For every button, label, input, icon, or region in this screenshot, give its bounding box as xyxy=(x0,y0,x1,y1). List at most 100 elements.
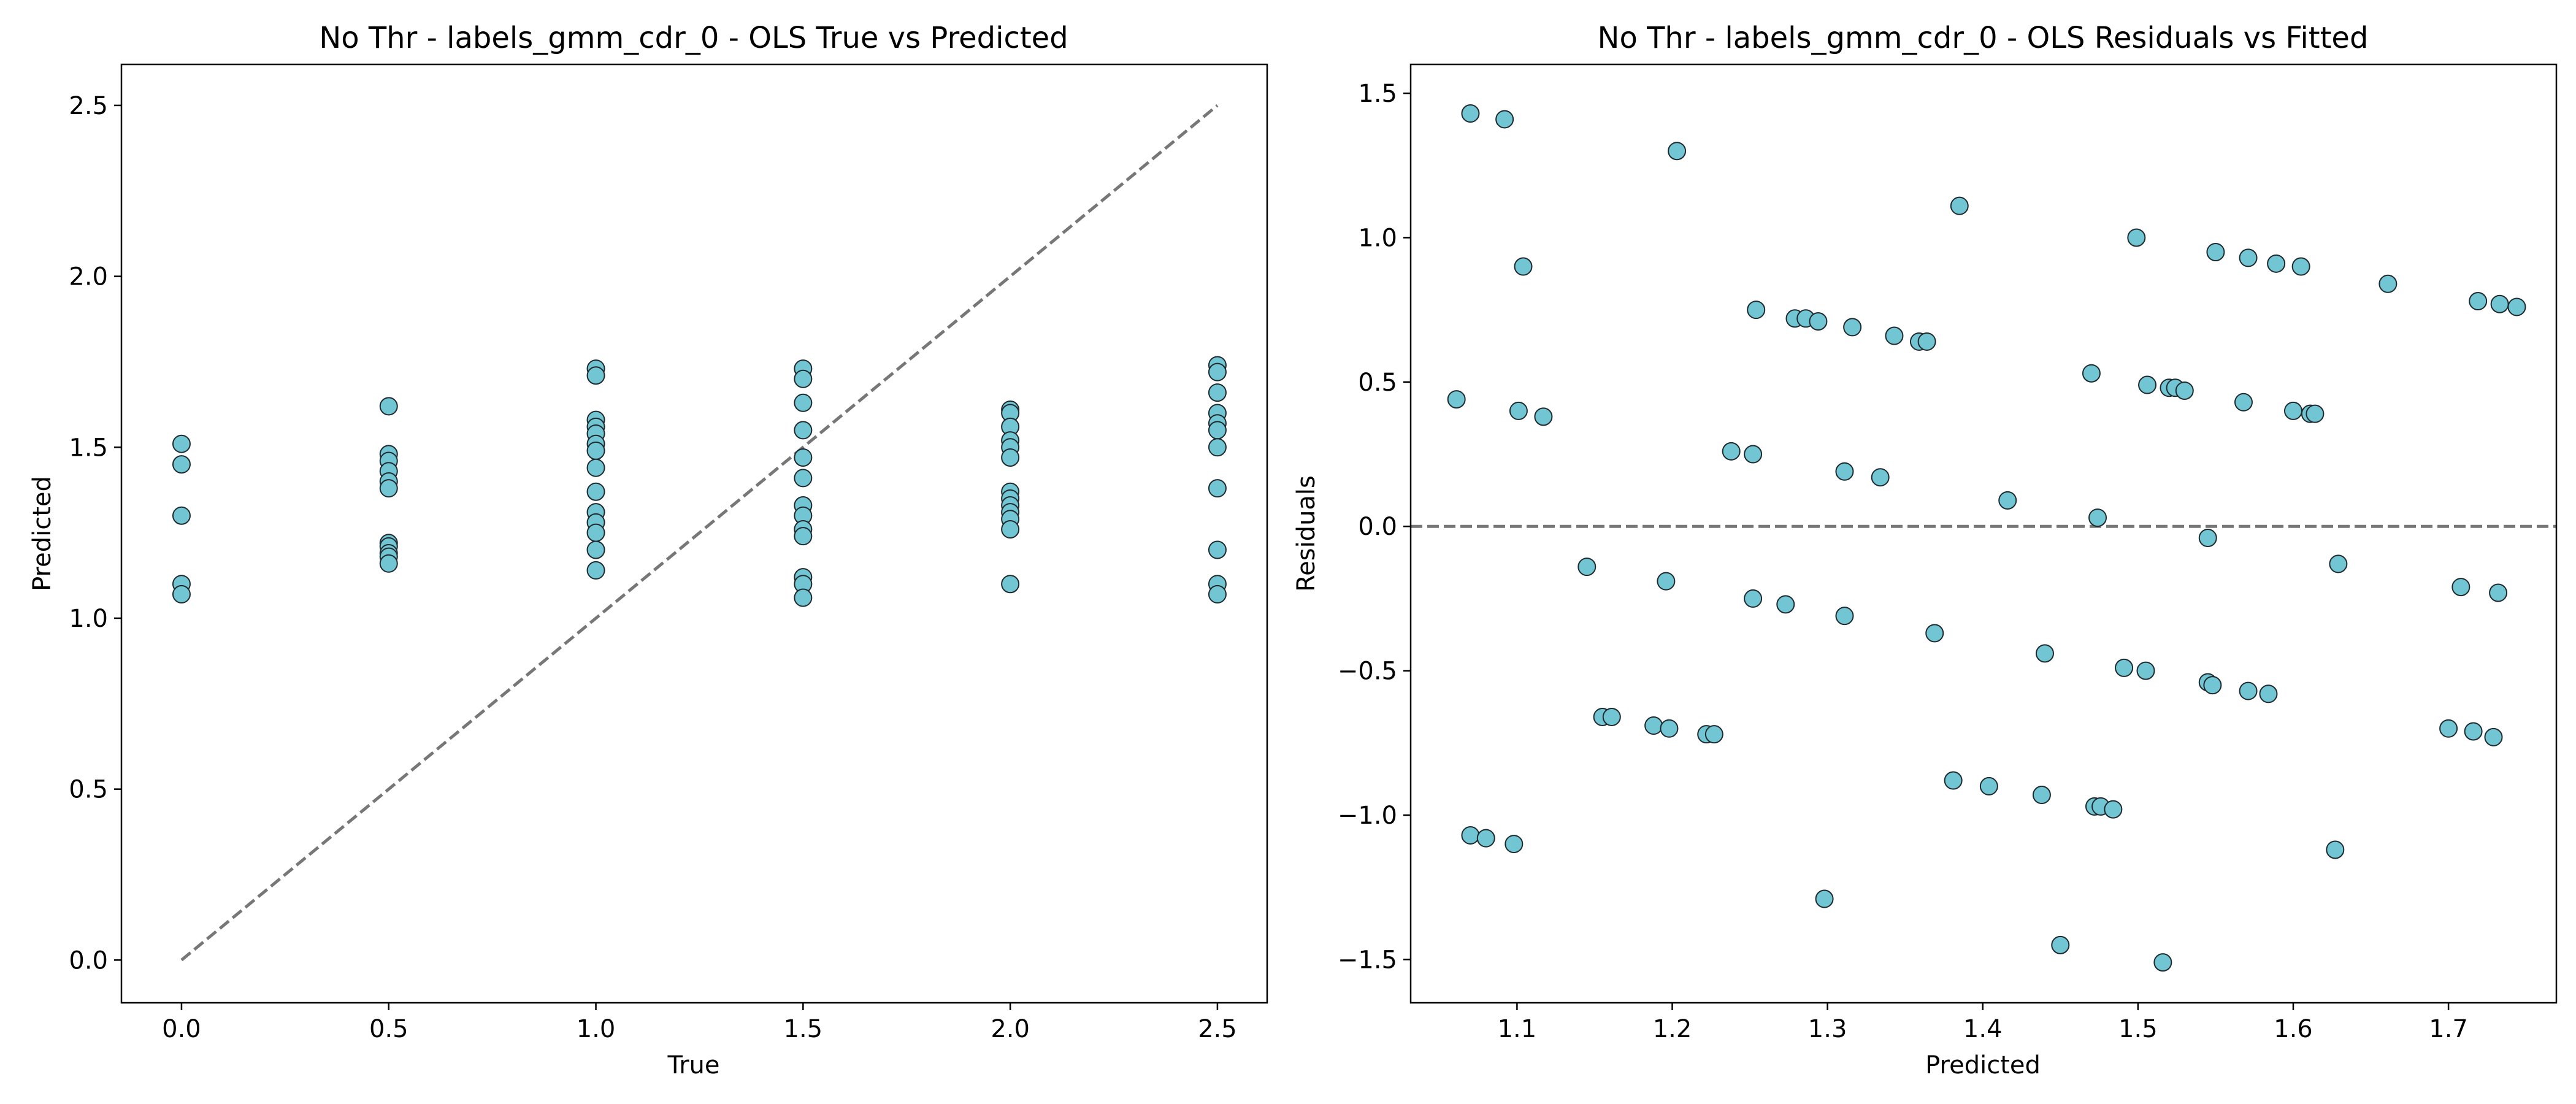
data-point xyxy=(1809,312,1828,331)
x-tick-label: 0.0 xyxy=(162,1015,201,1043)
x-tick-label: 0.5 xyxy=(369,1015,408,1043)
chart-true-vs-predicted: No Thr - labels_gmm_cdr_0 - OLS True vs … xyxy=(28,21,1268,1079)
data-point xyxy=(1660,719,1679,738)
data-point xyxy=(1461,104,1480,123)
data-point xyxy=(1704,725,1723,744)
data-point xyxy=(1001,448,1020,467)
data-point xyxy=(794,369,813,388)
plot-area: 0.0 0.5 1.0 1.5 2.0 2.5 0.0 0.5 1.0 1.5 2.0 2.5 xyxy=(69,63,1268,1043)
x-tick-label: 1.7 xyxy=(2429,1015,2468,1043)
data-point xyxy=(1776,595,1795,614)
y-tick-label: 0.0 xyxy=(1358,513,1397,541)
data-point xyxy=(2379,274,2398,293)
data-point xyxy=(2198,529,2217,548)
x-tick-label: 2.5 xyxy=(1198,1015,1237,1043)
x-tick-label: 1.5 xyxy=(2118,1015,2158,1043)
data-point xyxy=(586,441,605,460)
data-point xyxy=(2291,257,2310,276)
data-point xyxy=(1514,257,1533,276)
x-tick-label: 2.0 xyxy=(991,1015,1030,1043)
data-point xyxy=(172,434,191,453)
data-point xyxy=(794,421,813,440)
data-point xyxy=(2104,800,2123,819)
data-point xyxy=(2203,676,2222,695)
data-point xyxy=(2206,243,2225,261)
data-point xyxy=(1208,362,1227,381)
y-tick-label: 1.5 xyxy=(69,434,108,462)
data-point xyxy=(379,479,398,498)
data-point xyxy=(1657,572,1676,591)
y-tick-label: 1.0 xyxy=(1358,224,1397,252)
data-point xyxy=(2032,786,2051,805)
data-point xyxy=(586,482,605,501)
data-point xyxy=(2326,840,2345,859)
data-point xyxy=(1917,332,1936,351)
y-tick-label: 0.0 xyxy=(69,946,108,975)
data-point xyxy=(2259,684,2278,703)
data-point xyxy=(172,506,191,525)
y-tick-label: 0.5 xyxy=(69,776,108,804)
data-point xyxy=(1722,442,1741,461)
chart-title: No Thr - labels_gmm_cdr_0 - OLS True vs … xyxy=(319,21,1068,55)
data-point xyxy=(1835,607,1854,626)
data-point xyxy=(1495,110,1514,129)
data-point xyxy=(2082,364,2101,383)
data-point xyxy=(794,393,813,412)
data-point xyxy=(2088,508,2107,527)
data-point xyxy=(2267,254,2286,273)
data-point xyxy=(1979,776,1998,795)
data-point xyxy=(1505,835,1524,854)
data-point xyxy=(1998,491,2017,510)
x-tick-label: 1.0 xyxy=(577,1015,616,1043)
y-tick-label: 0.5 xyxy=(1358,369,1397,397)
data-point xyxy=(1747,301,1766,320)
data-point xyxy=(2136,661,2155,680)
data-point xyxy=(2489,583,2508,602)
data-point xyxy=(1843,318,1862,337)
plot-area: 1.1 1.2 1.3 1.4 1.5 1.6 1.7 −1.5 −1.0 −0.5 0.0 0.5 1… xyxy=(1338,63,2558,1043)
data-point xyxy=(2239,248,2258,267)
data-point xyxy=(2234,393,2253,412)
data-point xyxy=(1871,468,1890,487)
data-point xyxy=(1815,889,1834,908)
y-tick-label: 2.5 xyxy=(69,92,108,120)
data-point xyxy=(1744,445,1763,464)
x-tick-label: 1.2 xyxy=(1653,1015,1692,1043)
data-point xyxy=(1461,826,1480,845)
data-point xyxy=(1476,829,1495,848)
data-point xyxy=(1885,326,1904,345)
data-point xyxy=(1208,438,1227,457)
data-point xyxy=(2484,727,2503,746)
data-point xyxy=(586,540,605,559)
data-point xyxy=(2490,294,2509,313)
data-point xyxy=(1208,585,1227,604)
x-tick-label: 1.4 xyxy=(1963,1015,2003,1043)
data-point xyxy=(586,366,605,385)
data-point xyxy=(2306,404,2325,423)
data-point xyxy=(794,448,813,467)
y-tick-label: −1.0 xyxy=(1338,802,1397,830)
data-point xyxy=(1744,589,1763,608)
data-point xyxy=(379,397,398,416)
axes-frame xyxy=(1409,63,2558,1004)
y-tick-label: 2.0 xyxy=(69,263,108,291)
data-point xyxy=(2451,578,2471,597)
x-tick-label: 1.5 xyxy=(784,1015,823,1043)
data-point xyxy=(2239,681,2258,700)
data-point xyxy=(2138,375,2157,394)
x-tick-label: 1.6 xyxy=(2274,1015,2313,1043)
axes-frame xyxy=(120,63,1268,1004)
data-point xyxy=(2507,297,2526,316)
data-point xyxy=(794,469,813,488)
data-point xyxy=(1208,540,1227,559)
data-point xyxy=(2329,554,2348,573)
data-point xyxy=(794,588,813,607)
y-tick-label: 1.5 xyxy=(1358,80,1397,108)
data-point xyxy=(586,561,605,580)
x-tick-label: 1.1 xyxy=(1498,1015,1537,1043)
data-point xyxy=(1925,624,1944,643)
data-point xyxy=(2469,292,2488,311)
data-point xyxy=(586,458,605,477)
data-point xyxy=(2115,658,2134,677)
data-point xyxy=(2439,719,2458,738)
